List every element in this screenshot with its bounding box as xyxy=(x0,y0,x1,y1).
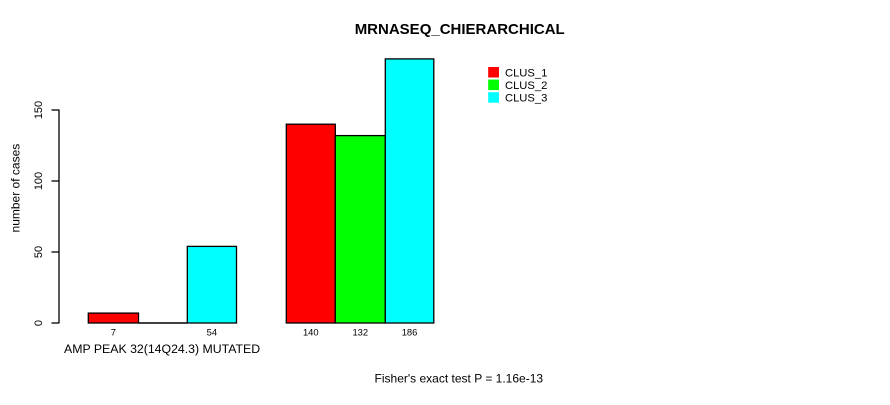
svg-text:150: 150 xyxy=(33,101,45,119)
svg-text:AMP PEAK 32(14Q24.3) MUTATED: AMP PEAK 32(14Q24.3) MUTATED xyxy=(64,342,260,356)
svg-text:50: 50 xyxy=(33,246,45,258)
svg-text:7: 7 xyxy=(111,327,116,338)
svg-text:140: 140 xyxy=(303,327,319,338)
svg-text:54: 54 xyxy=(207,327,217,338)
svg-text:186: 186 xyxy=(402,327,418,338)
svg-text:MRNASEQ_CHIERARCHICAL: MRNASEQ_CHIERARCHICAL xyxy=(355,21,565,38)
svg-text:number of cases: number of cases xyxy=(8,144,22,233)
svg-text:CLUS_2: CLUS_2 xyxy=(505,80,547,92)
svg-text:132: 132 xyxy=(352,327,368,338)
svg-text:CLUS_3: CLUS_3 xyxy=(505,93,547,105)
svg-text:0: 0 xyxy=(33,320,45,326)
svg-text:CLUS_1: CLUS_1 xyxy=(505,68,547,80)
svg-text:Fisher's exact test P = 1.16e-: Fisher's exact test P = 1.16e-13 xyxy=(375,372,544,386)
svg-text:100: 100 xyxy=(33,172,45,190)
